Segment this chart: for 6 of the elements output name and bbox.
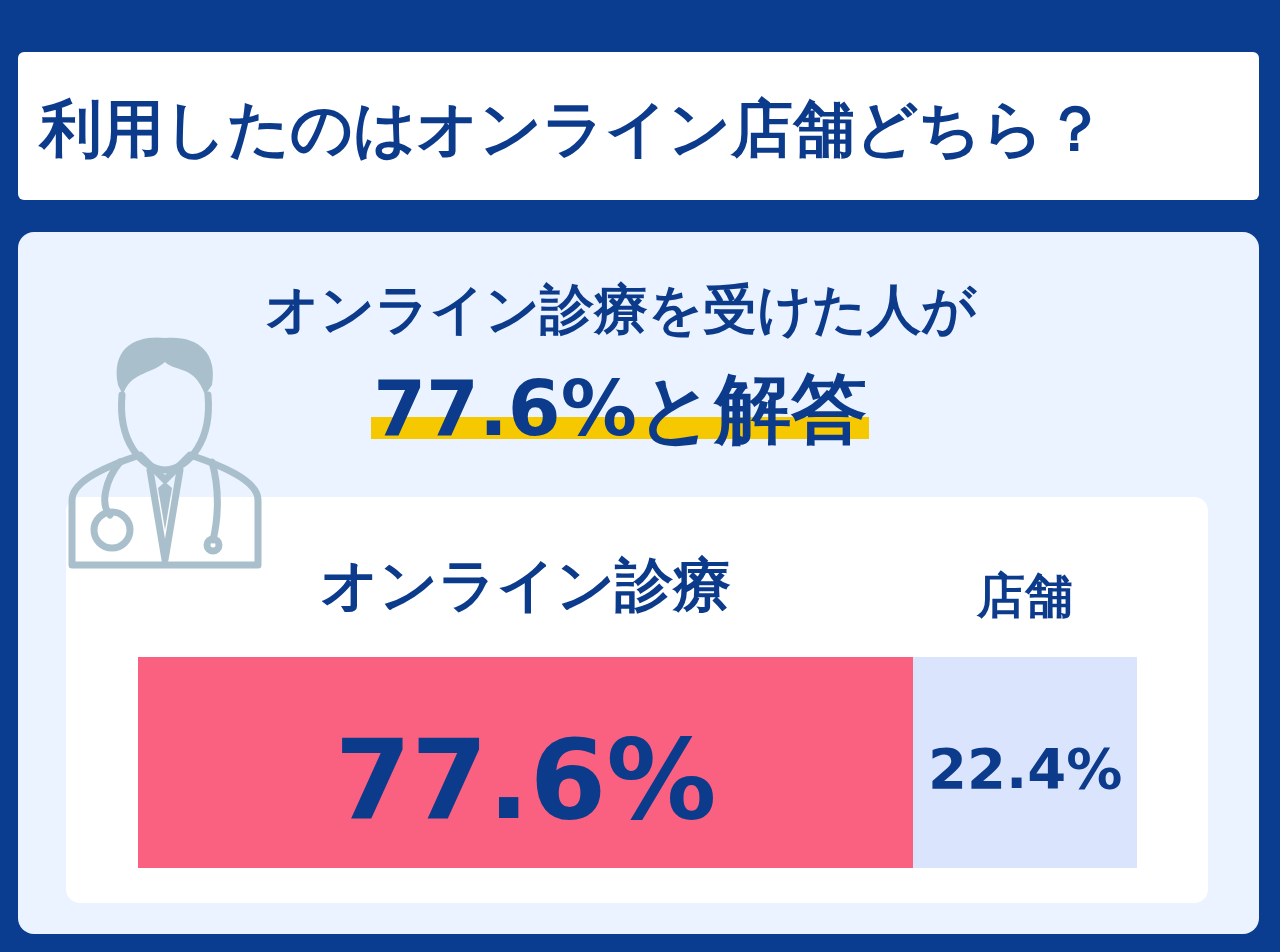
series-label: 店舗 — [976, 567, 1074, 623]
data-label: 77.6% — [334, 715, 717, 844]
chart-subtitle: オンライン診療を受けた人が — [264, 278, 977, 341]
data-label: 22.4% — [927, 735, 1123, 801]
series-label: オンライン診療 — [320, 551, 732, 619]
chart-title: 利用したのはオンライン店舗どちら？ — [38, 92, 1106, 165]
